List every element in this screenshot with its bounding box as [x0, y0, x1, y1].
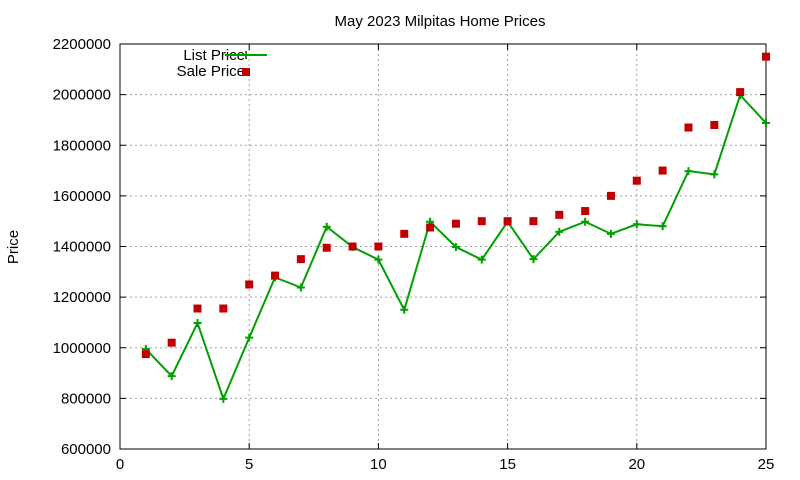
sale-price-point [606, 191, 615, 200]
sale-price-point [451, 219, 460, 228]
list-price-point [710, 170, 719, 179]
legend-marker-sale-price [242, 68, 250, 76]
list-price-point [219, 394, 228, 403]
axes: 0 5 10 15 20 25 600000 800000 1000000 1200000 1400… [53, 36, 775, 473]
sale-price-point [477, 217, 486, 226]
list-price-point [400, 305, 409, 314]
sale-price-point [632, 176, 641, 185]
list-price-point [245, 333, 254, 342]
list-price-point [296, 283, 305, 292]
list-price-point [193, 318, 202, 327]
list-price-point [762, 118, 770, 127]
list-price-point [632, 220, 641, 229]
sale-price-point [658, 166, 667, 175]
sale-price-point [245, 280, 254, 289]
x-tick-label: 10 [370, 456, 387, 473]
sale-price-point [555, 210, 564, 219]
sale-price-point [296, 255, 305, 264]
sale-price-point [503, 217, 512, 226]
sale-price-point [426, 223, 435, 232]
sale-price-point [348, 242, 357, 251]
list-price-point [684, 167, 693, 176]
legend-label-sale-price: Sale Price [177, 63, 245, 80]
list-price-point [606, 229, 615, 238]
y-axis-label: Price [5, 230, 22, 264]
legend-marker-list-price [242, 51, 250, 59]
sale-price-point [736, 88, 745, 97]
y-tick-label: 2000000 [53, 87, 111, 104]
sale-price-point [762, 52, 770, 61]
list-price-point [581, 217, 590, 226]
list-price-point [374, 255, 383, 264]
y-tick-label: 1400000 [53, 239, 111, 256]
sale-price-point [193, 304, 202, 313]
list-price-point [555, 227, 564, 236]
y-tick-label: 1200000 [53, 289, 111, 306]
list-price-point [529, 255, 538, 264]
y-tick-label: 1600000 [53, 188, 111, 205]
sale-price-point [529, 217, 538, 226]
sale-price-point [167, 338, 176, 347]
x-tick-label: 15 [499, 456, 516, 473]
sale-price-point [271, 271, 280, 280]
x-tick-label: 20 [628, 456, 645, 473]
list-price-point [658, 222, 667, 231]
x-tick-label: 0 [116, 456, 124, 473]
sale-price-point [374, 242, 383, 251]
y-tick-label: 600000 [61, 441, 111, 458]
list-price-point [167, 372, 176, 381]
y-tick-label: 2200000 [53, 36, 111, 53]
x-tick-label: 5 [245, 456, 253, 473]
sale-price-point [581, 207, 590, 216]
sale-price-point [684, 123, 693, 132]
list-price-point [322, 222, 331, 231]
y-tick-label: 1800000 [53, 137, 111, 154]
sale-price-point [400, 229, 409, 238]
y-tick-label: 800000 [61, 390, 111, 407]
series-layer [141, 52, 770, 403]
legend-label-list-price: List Price [183, 47, 245, 64]
sale-price-point [710, 121, 719, 129]
chart-title: May 2023 Milpitas Home Prices [335, 13, 546, 30]
sale-price-point [141, 350, 150, 359]
list-price-point [477, 255, 486, 264]
x-tick-label: 25 [758, 456, 775, 473]
y-tick-label: 1000000 [53, 340, 111, 357]
list-price-point [451, 243, 460, 252]
sale-price-point [219, 304, 228, 313]
sale-price-point [322, 243, 331, 252]
